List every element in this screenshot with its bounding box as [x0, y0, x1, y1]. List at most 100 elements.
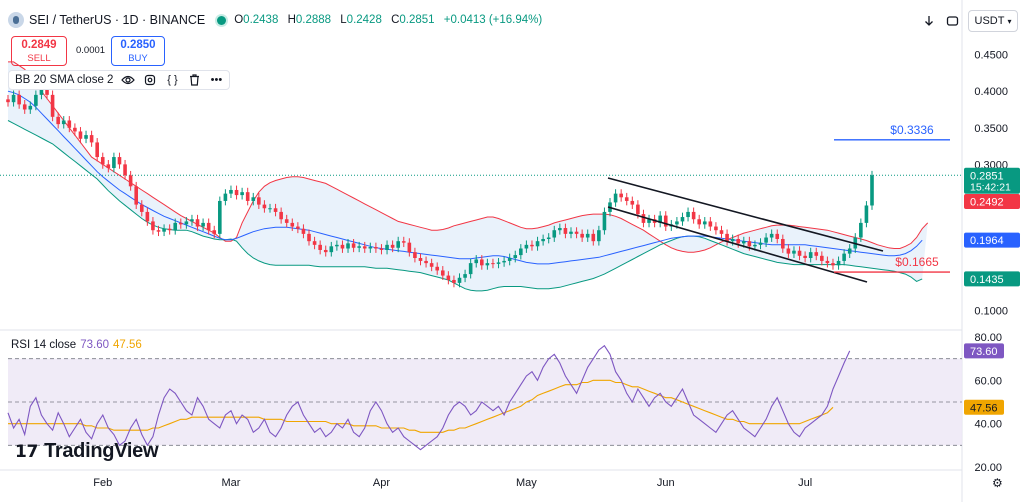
- candle-body: [613, 193, 618, 203]
- candle-body: [296, 226, 300, 229]
- download-icon[interactable]: [918, 10, 940, 32]
- settings-icon[interactable]: [143, 73, 157, 87]
- candle-body: [78, 131, 83, 139]
- candle-body: [792, 250, 796, 254]
- sell-button[interactable]: 0.2849 SELL: [11, 36, 67, 66]
- candle-body: [151, 221, 155, 231]
- candle-body: [764, 237, 768, 243]
- time-tick-label: Mar: [221, 477, 240, 489]
- candle-body: [201, 222, 205, 227]
- candle-body: [84, 135, 88, 139]
- candle-body: [747, 241, 752, 247]
- candle-body: [842, 253, 846, 261]
- candle-body: [379, 248, 384, 250]
- candle-body: [513, 255, 518, 259]
- bb-band-fill: [8, 61, 928, 291]
- candle-body: [686, 211, 690, 218]
- close-value: 0.2851: [399, 14, 435, 26]
- candle-body: [714, 226, 718, 231]
- candle-body: [781, 238, 785, 249]
- candle-body: [34, 94, 38, 106]
- candle-body: [440, 270, 445, 276]
- candle-body: [362, 246, 367, 249]
- candle-body: [870, 175, 874, 206]
- sell-price: 0.2849: [21, 39, 57, 51]
- candle-body: [535, 241, 540, 247]
- candle-body: [56, 116, 60, 125]
- currency-select[interactable]: USDT ▾: [968, 10, 1018, 32]
- candle-body: [357, 246, 361, 248]
- gear-icon[interactable]: ⚙: [992, 476, 1003, 490]
- rsi-value: 73.60: [80, 339, 109, 351]
- trash-icon[interactable]: [187, 73, 201, 87]
- rsi-badge-label: 47.56: [970, 402, 998, 414]
- tradingview-logo: 17 TradingView: [15, 440, 159, 463]
- candle-body: [496, 262, 501, 264]
- target-label-upper: $0.3336: [890, 123, 934, 137]
- candle-body: [112, 157, 116, 169]
- candle-body: [658, 215, 662, 223]
- candle-body: [307, 233, 311, 242]
- candle-body: [563, 228, 568, 234]
- time-tick-label: Jul: [798, 477, 812, 489]
- candle-body: [301, 228, 306, 234]
- tradingview-mark-icon: 17: [15, 441, 39, 462]
- candle-body: [663, 215, 668, 227]
- indicator-legend[interactable]: BB 20 SMA close 2 { } •••: [8, 70, 231, 90]
- buy-price: 0.2850: [120, 39, 156, 51]
- candle-body: [335, 244, 339, 247]
- channel-bottom-line: [607, 206, 868, 283]
- candle-body: [524, 244, 529, 249]
- candle-body: [786, 248, 791, 254]
- rsi-ma-value: 47.56: [112, 339, 142, 351]
- candle-body: [702, 221, 707, 225]
- symbol-title[interactable]: SEI / TetherUS · 1D · BINANCE: [29, 13, 206, 27]
- candle-body: [407, 242, 412, 253]
- more-icon[interactable]: •••: [210, 74, 223, 86]
- candle-body: [162, 228, 166, 232]
- candle-body: [95, 142, 99, 158]
- price-badge: [964, 232, 1020, 248]
- candle-body: [753, 244, 757, 247]
- candle-body: [519, 248, 523, 256]
- symbol-header: SEI / TetherUS · 1D · BINANCE O0.2438 H0…: [8, 10, 548, 30]
- price-tick-label: 0.4000: [974, 86, 1008, 98]
- countdown-label: 15:42:21: [970, 181, 1011, 193]
- buy-button[interactable]: 0.2850 BUY: [111, 36, 165, 66]
- change-value: +0.0413 (+16.94%): [443, 14, 543, 26]
- candle-body: [491, 263, 495, 265]
- candle-body: [284, 219, 289, 223]
- candle-body: [89, 135, 94, 143]
- rsi-tick-label: 20.00: [974, 462, 1002, 474]
- candle-body: [206, 222, 211, 231]
- candle-body: [558, 228, 562, 231]
- price-badge: [964, 194, 1020, 210]
- time-tick-label: Jun: [657, 477, 675, 489]
- candle-body: [580, 233, 584, 238]
- candle-body: [156, 230, 161, 232]
- candle-body: [390, 244, 395, 248]
- rsi-badge: [964, 399, 1004, 415]
- candle-body: [346, 243, 350, 249]
- eye-icon[interactable]: [121, 73, 136, 87]
- candle-body: [340, 244, 345, 249]
- candle-body: [190, 219, 194, 222]
- bb-lower-line: [7, 120, 923, 292]
- candle-body: [741, 241, 746, 244]
- candle-body: [585, 233, 590, 238]
- rsi-tick-label: 40.00: [974, 419, 1002, 431]
- source-code-icon[interactable]: { }: [167, 74, 178, 86]
- candle-body: [435, 266, 440, 271]
- candle-body: [630, 200, 635, 205]
- candle-body: [100, 157, 105, 165]
- candle-body: [446, 275, 451, 280]
- candle-body: [173, 222, 178, 231]
- rsi-legend[interactable]: RSI 14 close 73.60 47.56: [11, 339, 142, 351]
- candle-body: [73, 127, 77, 132]
- fullscreen-icon[interactable]: [941, 10, 963, 32]
- candle-body: [552, 230, 557, 238]
- candle-body: [6, 99, 10, 103]
- time-tick-label: Apr: [373, 477, 390, 489]
- candle-body: [184, 221, 189, 225]
